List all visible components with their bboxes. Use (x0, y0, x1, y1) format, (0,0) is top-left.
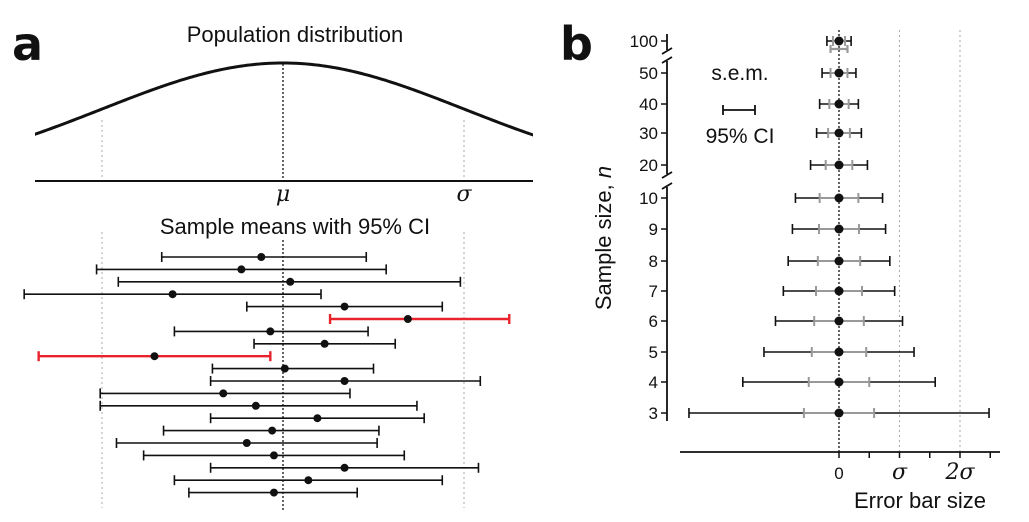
sample-mean-point (268, 426, 277, 435)
y-tick-label: 10 (639, 189, 658, 208)
mean-point (834, 36, 844, 46)
sample-mean-point (313, 414, 322, 423)
panel-a (23, 61, 533, 510)
mu-label: μ (276, 182, 290, 207)
mean-point (834, 99, 844, 109)
y-axis-break-mark (661, 56, 673, 64)
y-tick-label: 40 (639, 95, 658, 114)
sample-means-title: Sample means with 95% CI (160, 214, 430, 239)
legend-ci-label: 95% CI (706, 125, 775, 148)
mean-point (834, 160, 844, 170)
mean-point (834, 128, 844, 138)
sample-mean-point (340, 302, 349, 311)
x-axis-title: Error bar size (854, 488, 986, 513)
mean-point (834, 286, 844, 296)
x-tick-label: 0 (834, 464, 843, 483)
mean-point (834, 316, 844, 326)
sample-mean-point (257, 253, 266, 261)
panel-a-letter: a (12, 17, 43, 71)
y-tick-label: 7 (649, 282, 658, 301)
sample-mean-point (150, 352, 159, 361)
y-tick-label: 8 (649, 252, 658, 271)
sample-mean-point (269, 488, 278, 497)
x-tick-label: 2σ (944, 460, 975, 485)
mean-point (834, 256, 844, 266)
y-tick-label: 9 (649, 220, 658, 239)
y-axis-break-mark (661, 171, 673, 179)
sample-mean-point (340, 463, 349, 472)
y-tick-label: 50 (639, 64, 658, 83)
y-tick-label: 20 (639, 156, 658, 175)
mean-point (834, 68, 844, 78)
sample-mean-point (242, 439, 251, 447)
y-tick-label: 100 (630, 32, 658, 51)
sample-mean-point (340, 377, 349, 385)
sample-mean-point (304, 476, 313, 485)
population-title: Population distribution (187, 22, 403, 47)
y-axis-break-mark (661, 182, 673, 190)
y-axis-title: Sample size, n (591, 166, 616, 310)
y-tick-label: 5 (649, 343, 658, 362)
panel-b-letter: b (560, 17, 593, 71)
mean-point (834, 224, 844, 234)
sample-mean-point (219, 389, 228, 398)
sample-mean-point (237, 265, 246, 274)
sample-mean-point (403, 315, 412, 323)
population-curve (35, 61, 533, 137)
y-tick-label: 6 (649, 312, 658, 331)
mean-point (834, 347, 844, 357)
y-tick-label: 4 (649, 373, 658, 392)
sample-mean-point (251, 401, 260, 410)
mean-point (834, 377, 844, 387)
sample-mean-point (280, 364, 289, 373)
sample-mean-point (320, 339, 329, 348)
legend-sem-label: s.e.m. (711, 62, 768, 85)
y-axis-break-mark (661, 47, 673, 55)
sample-mean-point (269, 451, 278, 460)
sample-mean-point (266, 327, 275, 336)
x-tick-label: σ (892, 460, 908, 485)
y-tick-label: 30 (639, 124, 658, 143)
mean-point (834, 408, 844, 418)
mean-point (834, 193, 844, 203)
y-tick-label: 3 (649, 404, 658, 423)
sigma-label: σ (456, 182, 472, 207)
sample-mean-point (286, 277, 295, 286)
sample-mean-point (168, 290, 177, 299)
